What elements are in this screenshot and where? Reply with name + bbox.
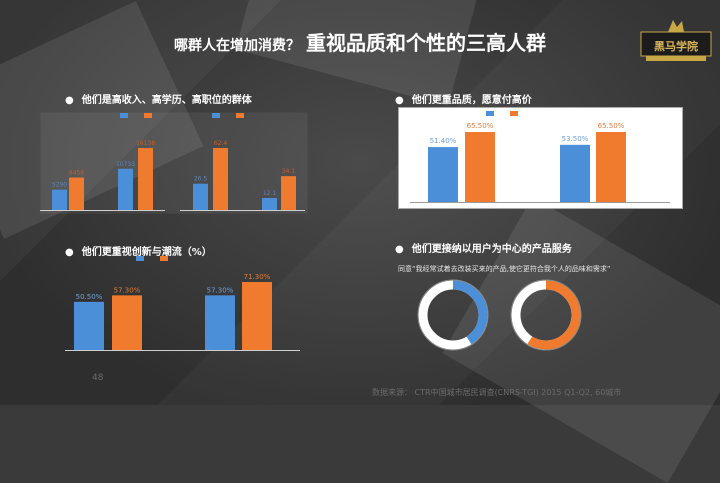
- section-heading-4: ● 他们更接纳以用户为中心的产品服务: [395, 244, 572, 255]
- section-heading-2: ● 他们更重品质，愿意付高价: [395, 95, 532, 106]
- legend-1: [120, 113, 152, 118]
- page-number: 48: [92, 373, 104, 383]
- category-label-placeholder: [72, 353, 74, 359]
- baseline-2: [410, 202, 670, 203]
- horse-icon: [668, 20, 684, 32]
- chart-panel-2: [398, 107, 683, 209]
- page-title: 哪群人在增加消费？ 重视品质和个性的三高人群: [174, 31, 546, 55]
- section-heading-3: ● 他们更重视创新与潮流（%）: [65, 247, 212, 258]
- legend-2: [486, 111, 518, 116]
- survey-statement: 同意“我经常试着去改装买来的产品,使它更符合我个人的品味和需求”: [398, 265, 611, 273]
- baseline-3: [65, 350, 300, 351]
- logo: 黑马学院: [640, 20, 712, 61]
- legend-1b: [212, 113, 244, 118]
- data-source: 数据来源： CTR中国城市居民调查(CNRS-TGI) 2015 Q1-Q2, …: [372, 388, 622, 397]
- baseline-1b: [180, 210, 305, 211]
- section-heading-1: ● 他们是高收入、高学历、高职位的群体: [65, 95, 252, 106]
- baseline-1a: [40, 210, 165, 211]
- legend-3: [136, 256, 168, 261]
- logo-text: 黑马学院: [654, 39, 698, 53]
- chart-panel-1: [40, 112, 308, 214]
